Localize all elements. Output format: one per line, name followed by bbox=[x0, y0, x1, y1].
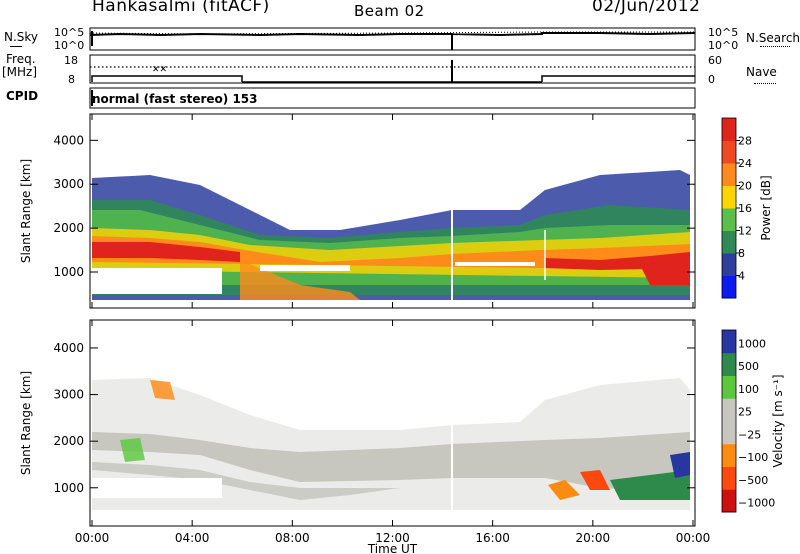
time-tick-label: 16:00 bbox=[475, 531, 510, 545]
velocity-colorbar-frame bbox=[721, 329, 737, 513]
noise-panel bbox=[89, 27, 696, 51]
power-colorbar-tick-label: 28 bbox=[738, 135, 752, 148]
power-colorbar-segment bbox=[722, 118, 736, 141]
power-colorbar-segment bbox=[722, 140, 736, 164]
velocity-colorbar-tick-label: −25 bbox=[738, 428, 761, 441]
velocity-ylabel: Slant Range [km] bbox=[19, 371, 33, 475]
power-colorbar-segment bbox=[722, 163, 736, 186]
velocity-colorbar-segment bbox=[722, 466, 736, 490]
velocity-ytick-label: 4000 bbox=[53, 341, 84, 355]
nsearch-tick-bottom: 10^0 bbox=[708, 39, 738, 52]
beam-title: Beam 02 bbox=[354, 2, 425, 20]
velocity-colorbar-tick-label: −1000 bbox=[738, 497, 775, 510]
nsky-tick-bottom: 10^0 bbox=[54, 39, 84, 52]
velocity-colorbar-label: Velocity [m s⁻¹] bbox=[771, 374, 785, 467]
svg-text:✕✕: ✕✕ bbox=[152, 65, 167, 75]
power-colorbar-segment bbox=[722, 230, 736, 254]
cpid-panel bbox=[89, 87, 696, 109]
nave-legend-line bbox=[754, 83, 776, 84]
velocity-colorbar-segment bbox=[722, 398, 736, 422]
power-colorbar-segment bbox=[722, 253, 736, 276]
date-title: 02/Jun/2012 bbox=[592, 0, 701, 16]
cpid-label: CPID bbox=[6, 89, 39, 103]
velocity-colorbar-segment bbox=[722, 443, 736, 467]
velocity-colorbar-segment bbox=[722, 489, 736, 513]
nsky-label: N.Sky bbox=[4, 30, 39, 44]
nave-label: Nave bbox=[746, 65, 777, 79]
power-colorbar-tick-label: 12 bbox=[738, 225, 752, 238]
station-title: Hankasalmi (fitACF) bbox=[92, 0, 270, 16]
time-tick-label: 20:00 bbox=[576, 531, 611, 545]
velocity-colorbar-segment bbox=[722, 330, 736, 354]
nave-tick-top: 60 bbox=[708, 54, 722, 67]
velocity-colorbar-tick-label: 500 bbox=[738, 360, 759, 373]
power-colorbar-tick-label: 20 bbox=[738, 180, 752, 193]
velocity-panel bbox=[89, 319, 696, 527]
power-colorbar-label: Power [dB] bbox=[759, 175, 773, 240]
time-tick-label: 12:00 bbox=[375, 531, 410, 545]
power-colorbar-segment bbox=[722, 275, 736, 299]
power-colorbar-tick-label: 8 bbox=[738, 247, 745, 260]
time-tick-label: 04:00 bbox=[175, 531, 210, 545]
nave-tick-bottom: 0 bbox=[708, 73, 715, 86]
freq-panel: ✕✕ bbox=[89, 54, 696, 84]
nsky-tick-top: 10^5 bbox=[54, 26, 84, 39]
power-colorbar-segment bbox=[722, 208, 736, 231]
nsky-legend-line bbox=[10, 46, 22, 47]
freq-trace bbox=[91, 75, 695, 83]
power-colorbar-tick-label: 24 bbox=[738, 157, 752, 170]
power-ytick-label: 4000 bbox=[53, 133, 84, 147]
freq-unit-label: [MHz] bbox=[2, 65, 38, 79]
velocity-colorbar-tick-label: 100 bbox=[738, 383, 759, 396]
power-ytick-label: 3000 bbox=[53, 177, 84, 191]
cpid-text: normal (fast stereo) 153 bbox=[92, 92, 258, 106]
power-heatmap-area bbox=[92, 115, 690, 305]
power-panel bbox=[89, 113, 696, 309]
velocity-ytick-label: 2000 bbox=[53, 434, 84, 448]
time-tick-label: 00:00 bbox=[75, 531, 110, 545]
power-colorbar-tick-label: 16 bbox=[738, 202, 752, 215]
velocity-ytick-label: 3000 bbox=[53, 388, 84, 402]
velocity-colorbar-segment bbox=[722, 375, 736, 399]
time-tick-label: 08:00 bbox=[275, 531, 310, 545]
power-ylabel: Slant Range [km] bbox=[19, 159, 33, 263]
nsearch-tick-top: 10^5 bbox=[708, 26, 738, 39]
nsearch-label: N.Search bbox=[746, 31, 800, 45]
power-colorbar-tick-label: 4 bbox=[738, 270, 745, 283]
nsky-trace bbox=[89, 32, 696, 50]
power-ytick-label: 2000 bbox=[53, 221, 84, 235]
freq-tick-top: 18 bbox=[64, 54, 78, 67]
power-ytick-label: 1000 bbox=[53, 265, 84, 279]
velocity-colorbar-tick-label: 25 bbox=[738, 406, 752, 419]
velocity-heatmap-area bbox=[92, 330, 690, 525]
freq-tick-bottom: 8 bbox=[68, 73, 75, 86]
velocity-colorbar-tick-label: −100 bbox=[738, 451, 768, 464]
velocity-colorbar-segment bbox=[722, 352, 736, 376]
velocity-colorbar-tick-label: −500 bbox=[738, 474, 768, 487]
nsearch-legend-line bbox=[760, 46, 790, 47]
velocity-colorbar-tick-label: 1000 bbox=[738, 337, 766, 350]
velocity-colorbar-segment bbox=[722, 421, 736, 445]
power-colorbar-segment bbox=[722, 185, 736, 209]
freq-label: Freq. bbox=[6, 52, 36, 66]
time-xlabel: Time UT bbox=[367, 542, 418, 554]
velocity-ytick-label: 1000 bbox=[53, 481, 84, 495]
time-tick-label: 00:00 bbox=[676, 531, 711, 545]
